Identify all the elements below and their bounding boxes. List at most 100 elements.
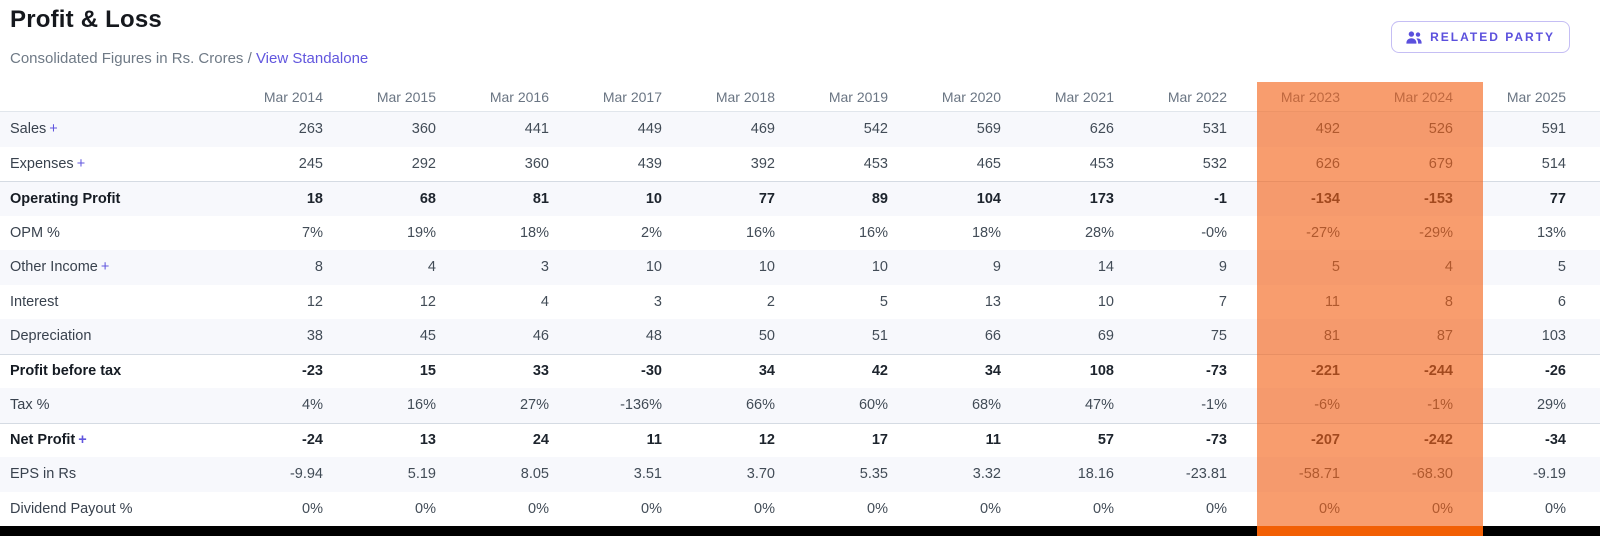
- value-cell: 7%: [302, 224, 323, 241]
- value-cell: -27%: [1306, 224, 1340, 241]
- row-label-text: Other Income: [10, 259, 98, 276]
- value-cell: 8.05: [520, 466, 549, 483]
- value-cell: 108: [1089, 363, 1114, 380]
- value-cell: 0%: [980, 500, 1001, 517]
- column-header-mar-2023: Mar 2023: [1280, 88, 1340, 105]
- value-cell: 104: [976, 190, 1001, 207]
- value-cell: 0%: [528, 500, 549, 517]
- row-label: OPM %: [0, 225, 240, 241]
- row-label-text: Expenses: [10, 155, 74, 172]
- value-cell: 77: [758, 190, 775, 207]
- value-cell: 392: [750, 155, 775, 172]
- table-row: Tax % 4% 16% 27% -136% 66% 60% 68% 47% -1% -6% -1% 2…: [0, 388, 1600, 423]
- value-cell: 453: [863, 155, 888, 172]
- value-cell: 12: [419, 293, 436, 310]
- range-indicator[interactable]: [1257, 526, 1483, 536]
- value-cell: 542: [863, 121, 888, 138]
- value-cell: -30: [641, 363, 662, 380]
- value-cell: 4%: [302, 397, 323, 414]
- row-label: EPS in Rs: [0, 466, 240, 482]
- value-cell: -1%: [1427, 397, 1453, 414]
- value-cell: 77: [1549, 190, 1566, 207]
- row-label: Other Income +: [0, 259, 240, 275]
- value-cell: 27%: [519, 397, 549, 414]
- value-cell: 360: [524, 155, 549, 172]
- value-cell: 449: [637, 121, 662, 138]
- value-cell: 441: [524, 121, 549, 138]
- value-cell: 103: [1541, 328, 1566, 345]
- expand-row-icon[interactable]: +: [100, 259, 110, 276]
- value-cell: 81: [532, 190, 549, 207]
- value-cell: 10: [645, 190, 662, 207]
- value-cell: 47%: [1084, 397, 1114, 414]
- value-cell: -134: [1310, 190, 1340, 207]
- value-cell: 8: [314, 259, 323, 276]
- value-cell: 9: [992, 259, 1001, 276]
- value-cell: 66: [984, 328, 1001, 345]
- value-cell: 87: [1436, 328, 1453, 345]
- value-cell: 42: [871, 363, 888, 380]
- value-cell: 48: [645, 328, 662, 345]
- bottom-bar: [0, 526, 1600, 536]
- value-cell: 0%: [867, 500, 888, 517]
- value-cell: 75: [1210, 328, 1227, 345]
- value-cell: 531: [1202, 121, 1227, 138]
- value-cell: 51: [871, 328, 888, 345]
- value-cell: 50: [758, 328, 775, 345]
- column-header-mar-2018: Mar 2018: [715, 88, 775, 105]
- row-label: Profit before tax: [0, 363, 240, 379]
- value-cell: -9.94: [289, 466, 323, 483]
- row-label: Dividend Payout %: [0, 501, 240, 517]
- value-cell: 18%: [519, 224, 549, 241]
- row-label-text: Tax %: [10, 397, 50, 414]
- table-row: Depreciation 38 45 46 48 50 51 66 69 75 81 87 103: [0, 319, 1600, 354]
- table-row: EPS in Rs -9.94 5.19 8.05 3.51 3.70 5.35 3.32 18…: [0, 457, 1600, 492]
- value-cell: -58.71: [1298, 466, 1340, 483]
- value-cell: 5: [1557, 259, 1566, 276]
- value-cell: 0%: [1319, 500, 1340, 517]
- value-cell: 2%: [641, 224, 662, 241]
- row-label: Sales +: [0, 121, 240, 137]
- related-party-button[interactable]: RELATED PARTY: [1391, 21, 1570, 53]
- expand-row-icon[interactable]: +: [76, 155, 86, 172]
- value-cell: 679: [1428, 155, 1453, 172]
- column-header-mar-2017: Mar 2017: [602, 88, 662, 105]
- row-label: Expenses +: [0, 156, 240, 172]
- value-cell: 439: [637, 155, 662, 172]
- users-icon: [1406, 30, 1422, 44]
- expand-row-icon[interactable]: +: [49, 121, 58, 138]
- column-header-mar-2022: Mar 2022: [1167, 88, 1227, 105]
- value-cell: 569: [976, 121, 1001, 138]
- value-cell: 69: [1097, 328, 1114, 345]
- row-label: Operating Profit: [0, 191, 240, 207]
- value-cell: -9.19: [1532, 466, 1566, 483]
- table-row: Interest 12 12 4 3 2 5 13 10 7 11 8 6: [0, 285, 1600, 320]
- value-cell: 18: [306, 190, 323, 207]
- value-cell: 13%: [1536, 224, 1566, 241]
- value-cell: -24: [302, 432, 323, 449]
- row-label-text: EPS in Rs: [10, 466, 77, 483]
- column-header-mar-2025: Mar 2025: [1506, 88, 1566, 105]
- row-label: Net Profit +: [0, 432, 240, 448]
- expand-row-icon[interactable]: +: [78, 432, 87, 449]
- value-cell: 16%: [858, 224, 888, 241]
- row-label-text: Depreciation: [10, 328, 92, 345]
- value-cell: -1: [1214, 190, 1227, 207]
- value-cell: -153: [1423, 190, 1453, 207]
- value-cell: 4: [540, 293, 549, 310]
- row-label: Tax %: [0, 397, 240, 413]
- subtitle-text: Consolidated Figures in Rs. Crores /: [10, 50, 252, 67]
- row-label-text: Operating Profit: [10, 190, 121, 207]
- value-cell: 10: [645, 259, 662, 276]
- column-header-row: Mar 2014 Mar 2015 Mar 2016 Mar 2017 Mar 2018…: [0, 82, 1600, 112]
- value-cell: -23: [302, 363, 323, 380]
- value-cell: 0%: [641, 500, 662, 517]
- value-cell: 57: [1097, 432, 1114, 449]
- value-cell: 29%: [1536, 397, 1566, 414]
- column-header-mar-2021: Mar 2021: [1054, 88, 1114, 105]
- value-cell: 263: [298, 121, 323, 138]
- value-cell: 34: [758, 363, 775, 380]
- view-standalone-link[interactable]: View Standalone: [255, 50, 369, 67]
- value-cell: 12: [758, 432, 775, 449]
- row-label-text: OPM %: [10, 224, 60, 241]
